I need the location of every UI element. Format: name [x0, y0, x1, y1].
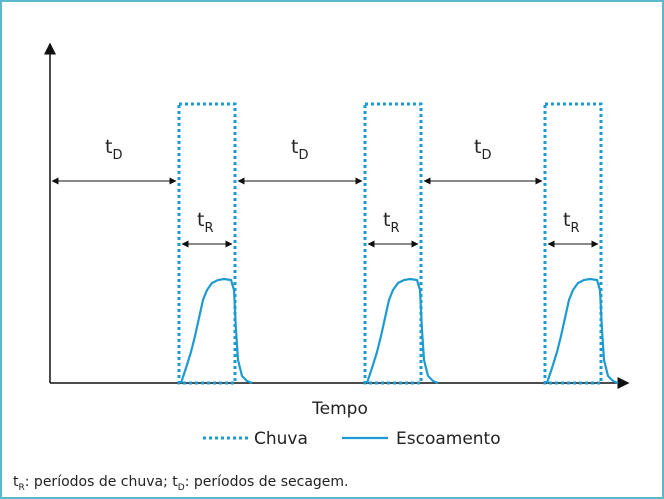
- footnote-rain-subscript: R: [18, 482, 25, 493]
- dry-period-label-3: tD: [474, 136, 491, 163]
- footnote-dry-text: : períodos de secagem.: [184, 474, 349, 490]
- runoff-curve-1: [179, 277, 253, 385]
- runoff-curve-2: [365, 277, 439, 385]
- dry-period-label-1: tD: [105, 136, 122, 163]
- rain-pulse-1: [177, 102, 237, 385]
- footnote-rain-symbol: t: [13, 474, 19, 490]
- runoff-curve-3: [545, 277, 619, 385]
- legend-rain-label: Chuva: [254, 429, 308, 449]
- rain-period-label-3: tR: [563, 209, 580, 236]
- footnote: tR: períodos de chuva; tD: períodos de s…: [13, 474, 349, 493]
- legend-runoff-label: Escoamento: [396, 429, 501, 449]
- footnote-rain-text: : períodos de chuva;: [24, 474, 173, 490]
- x-axis-label: Tempo: [311, 399, 368, 419]
- rain-pulse-2: [363, 102, 423, 385]
- rain-period-label-1: tR: [197, 209, 214, 236]
- footnote-dry-subscript: D: [177, 482, 185, 493]
- footnote-dry-symbol: t: [172, 474, 178, 490]
- dry-period-label-2: tD: [291, 136, 308, 163]
- rain-period-label-2: tR: [383, 209, 400, 236]
- rain-pulse-3: [543, 102, 603, 385]
